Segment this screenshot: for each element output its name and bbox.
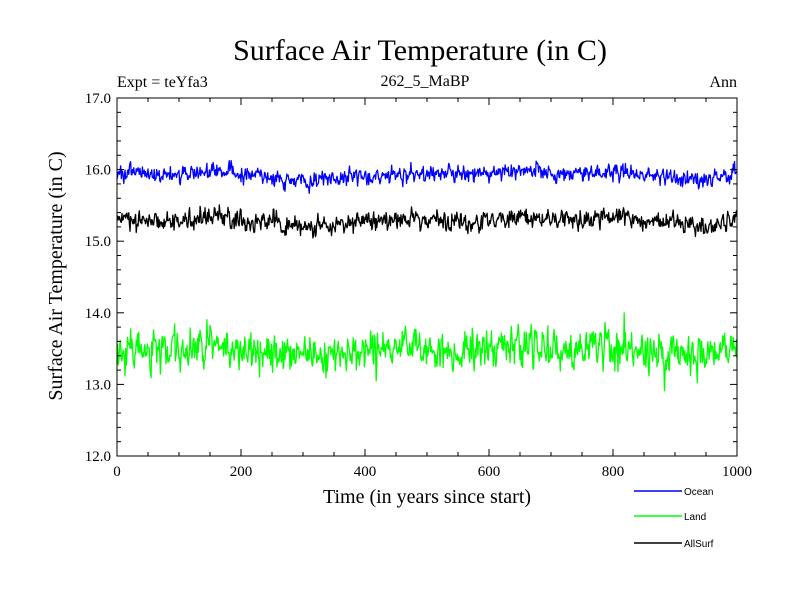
legend: Ocean Land AllSurf [634, 487, 714, 550]
y-tick-label: 15.0 [85, 234, 111, 250]
y-tick-label: 16.0 [85, 163, 111, 179]
y-tick-label: 17.0 [85, 91, 111, 107]
x-tick-label: 1000 [722, 464, 752, 480]
y-tick-label: 14.0 [85, 306, 111, 322]
legend-label-land: Land [684, 512, 706, 523]
legend-label-ocean: Ocean [684, 487, 713, 498]
series-line-ocean [116, 159, 738, 195]
x-tick-label: 0 [113, 464, 121, 480]
chart-title: Surface Air Temperature (in C) [233, 34, 607, 67]
plot-frame [116, 97, 738, 457]
series-line-allsurf [116, 204, 738, 239]
x-axis-ticks: 0 200 400 600 800 1000 [113, 98, 752, 480]
legend-label-allsurf: AllSurf [684, 539, 714, 550]
x-tick-label: 800 [602, 464, 625, 480]
y-tick-label: 12.0 [85, 449, 111, 465]
x-tick-label: 200 [230, 464, 253, 480]
y-tick-label: 13.0 [85, 377, 111, 393]
experiment-label: Expt = teYfa3 [117, 74, 208, 91]
x-axis-label: Time (in years since start) [323, 486, 531, 508]
y-axis-ticks: 12.0 13.0 14.0 15.0 16.0 17.0 [85, 91, 737, 465]
x-tick-label: 400 [354, 464, 377, 480]
series-line-land [116, 312, 738, 392]
period-label: 262_5_MaBP [381, 73, 470, 90]
season-label: Ann [709, 74, 737, 91]
series-layer [116, 159, 738, 392]
y-axis-label: Surface Air Temperature (in C) [45, 151, 67, 400]
x-tick-label: 600 [478, 464, 501, 480]
